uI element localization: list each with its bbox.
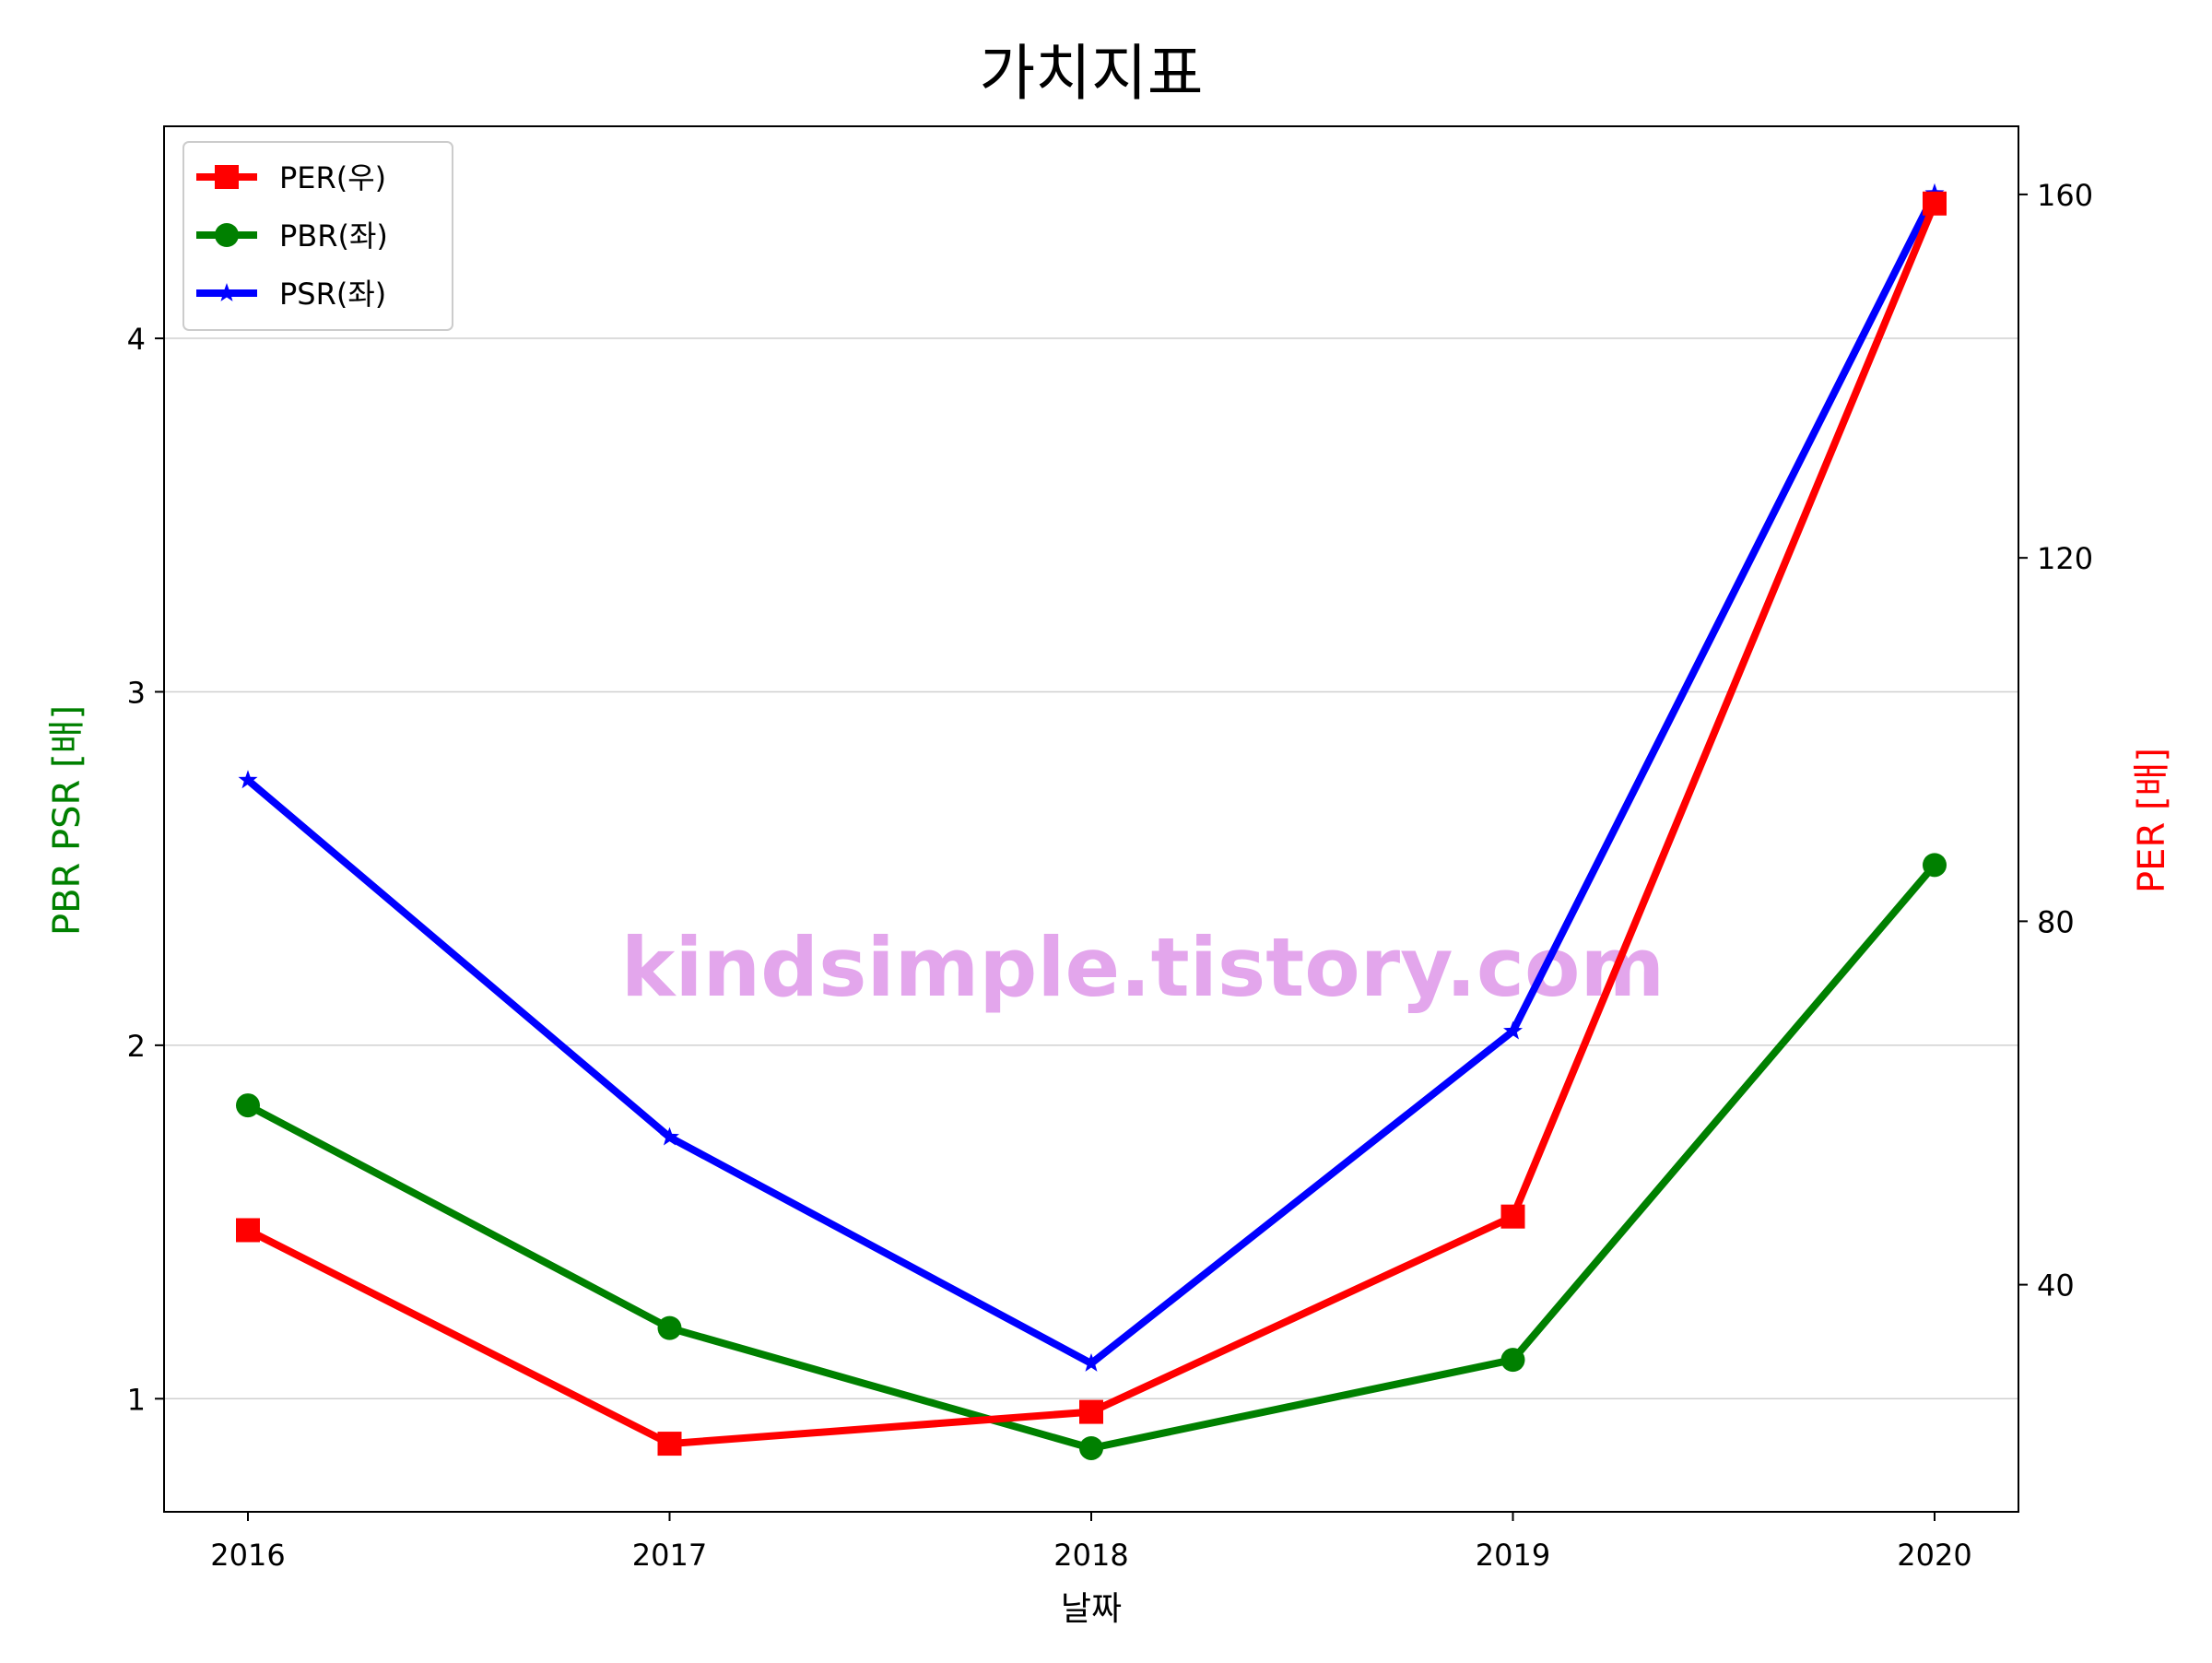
psr-point xyxy=(1503,1020,1523,1040)
per-line xyxy=(244,199,1938,1448)
chart-title: 가치지표 xyxy=(980,38,1204,109)
y-left-tick-label: 4 xyxy=(127,322,146,357)
pbr-point xyxy=(236,1093,260,1118)
legend-marker-pbr xyxy=(215,223,239,247)
psr-point xyxy=(1081,1353,1101,1372)
y-axis-label-right: PER [배] xyxy=(2131,748,2173,893)
x-axis-label: 날짜 xyxy=(1061,1590,1122,1628)
y-left-tick-label: 3 xyxy=(127,675,146,710)
legend-frame xyxy=(182,141,453,331)
legend-label-per: PER(우) xyxy=(279,160,386,195)
per-point xyxy=(1500,1204,1525,1229)
pbr-point xyxy=(1500,1348,1525,1373)
per-point xyxy=(1923,191,1947,216)
legend: PER(우) PBR(좌) PSR(좌) xyxy=(182,141,453,331)
psr-point xyxy=(660,1126,679,1146)
series-layer xyxy=(236,183,1947,1460)
y-right-tick-label: 120 xyxy=(2037,541,2093,576)
pbr-point xyxy=(1079,1435,1103,1460)
legend-label-pbr: PBR(좌) xyxy=(279,218,388,254)
x-tick-label: 2018 xyxy=(1053,1538,1128,1573)
x-tick-label: 2016 xyxy=(210,1538,285,1573)
pbr-point xyxy=(657,1315,682,1340)
legend-marker-psr xyxy=(217,283,237,301)
y-left-tick-label: 1 xyxy=(127,1382,146,1417)
y-right-tick-label: 80 xyxy=(2037,904,2075,939)
legend-marker-per xyxy=(215,165,239,189)
legend-label-psr: PSR(좌) xyxy=(279,277,386,312)
axes-layer: 1 2 3 4 40 80 120 160 2016 2017 2018 2019 2020 xyxy=(127,178,2093,1573)
y-axis-label-left: PBR PSR [배] xyxy=(46,705,88,936)
x-tick-label: 2017 xyxy=(632,1538,707,1573)
psr-line xyxy=(244,189,1938,1367)
pbr-point xyxy=(1923,853,1947,878)
x-tick-label: 2019 xyxy=(1476,1538,1550,1573)
per-point xyxy=(1079,1399,1103,1424)
y-right-tick-label: 40 xyxy=(2037,1268,2075,1303)
watermark-text: kindsimple.tistory.com xyxy=(621,920,1665,1015)
psr-point xyxy=(238,770,258,789)
x-tick-label: 2020 xyxy=(1897,1538,1971,1573)
per-point xyxy=(657,1432,682,1457)
per-point xyxy=(236,1218,260,1243)
plot-frame xyxy=(163,125,2019,1513)
grid-layer xyxy=(164,337,2018,1400)
y-right-tick-label: 160 xyxy=(2037,178,2093,213)
y-left-tick-label: 2 xyxy=(127,1029,146,1064)
